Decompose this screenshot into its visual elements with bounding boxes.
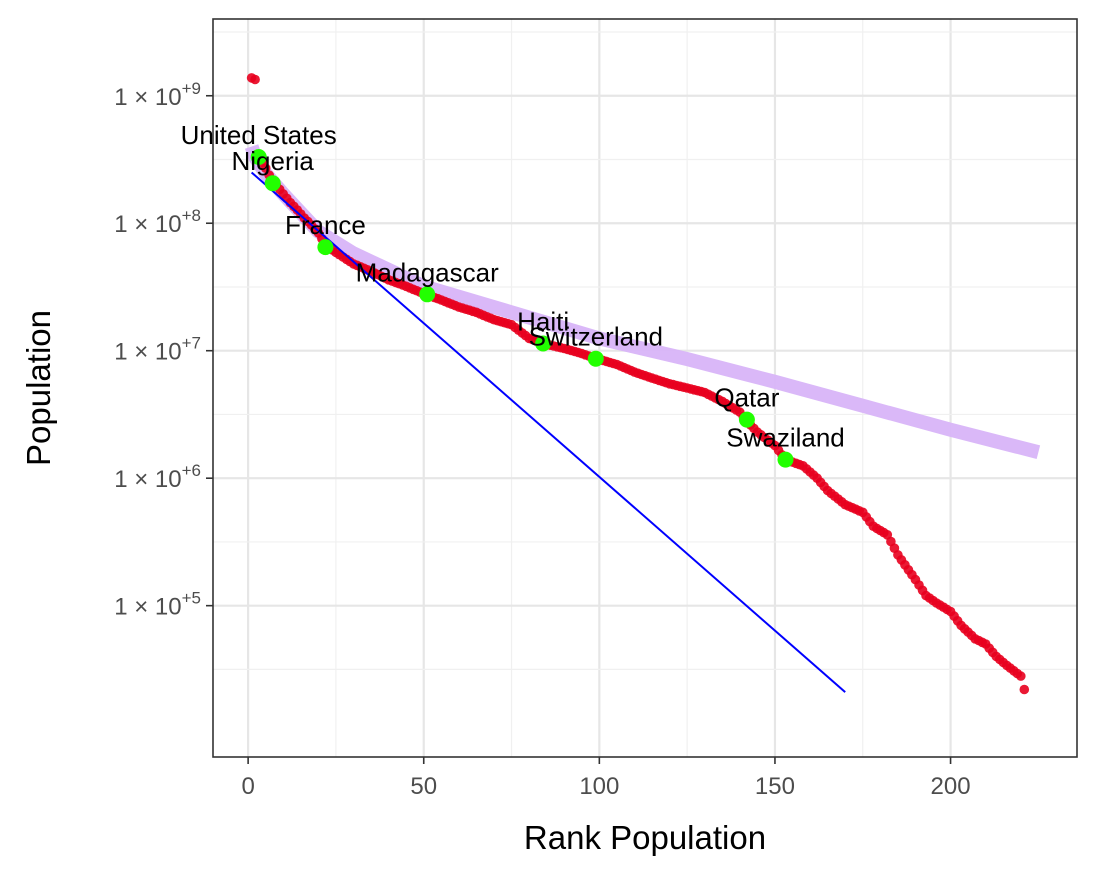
highlight-point: [587, 350, 604, 367]
x-axis-title: Rank Population: [524, 819, 766, 856]
country-label: Nigeria: [232, 146, 315, 176]
x-tick-label: 100: [579, 773, 619, 800]
data-points: [246, 73, 1030, 695]
y-tick-label: 1 × 10+6: [114, 461, 201, 493]
highlight-point: [264, 175, 281, 192]
country-label: France: [285, 210, 366, 240]
data-point: [1016, 671, 1026, 681]
country-label: Switzerland: [529, 322, 663, 352]
x-tick-label: 200: [931, 773, 971, 800]
gridlines: [213, 19, 1077, 757]
data-point: [1019, 684, 1030, 695]
highlight-point: [777, 451, 794, 468]
country-label: Swaziland: [726, 423, 845, 453]
y-tick-label: 1 × 10+5: [114, 589, 201, 621]
highlight-point: [535, 335, 552, 352]
y-tick-label: 1 × 10+9: [114, 79, 201, 111]
highlight-point: [250, 149, 267, 165]
y-tick-label: 1 × 10+8: [114, 206, 201, 238]
x-tick-label: 0: [241, 773, 254, 800]
x-axis: 0 50 100 150 200: [241, 757, 971, 800]
y-axis-title: Population: [20, 310, 57, 466]
highlight-point: [738, 411, 755, 428]
y-axis: 1 × 10+5 1 × 10+6 1 × 10+7 1 × 10+8 1 × 10+9: [114, 79, 213, 621]
data-point: [250, 74, 260, 85]
x-tick-label: 50: [410, 773, 437, 800]
country-label: United States: [181, 120, 337, 150]
y-tick-label: 1 × 10+7: [114, 334, 201, 366]
country-label: Haiti: [517, 307, 569, 337]
highlight-point: [419, 286, 436, 303]
exponential-fit-line: [250, 171, 846, 693]
x-tick-label: 150: [755, 773, 795, 800]
plot-panel-border: [212, 18, 1078, 758]
country-label: Qatar: [714, 383, 779, 413]
country-label: Madagascar: [356, 257, 499, 287]
highlight-point: [317, 239, 334, 256]
highlighted-points: [250, 149, 794, 468]
